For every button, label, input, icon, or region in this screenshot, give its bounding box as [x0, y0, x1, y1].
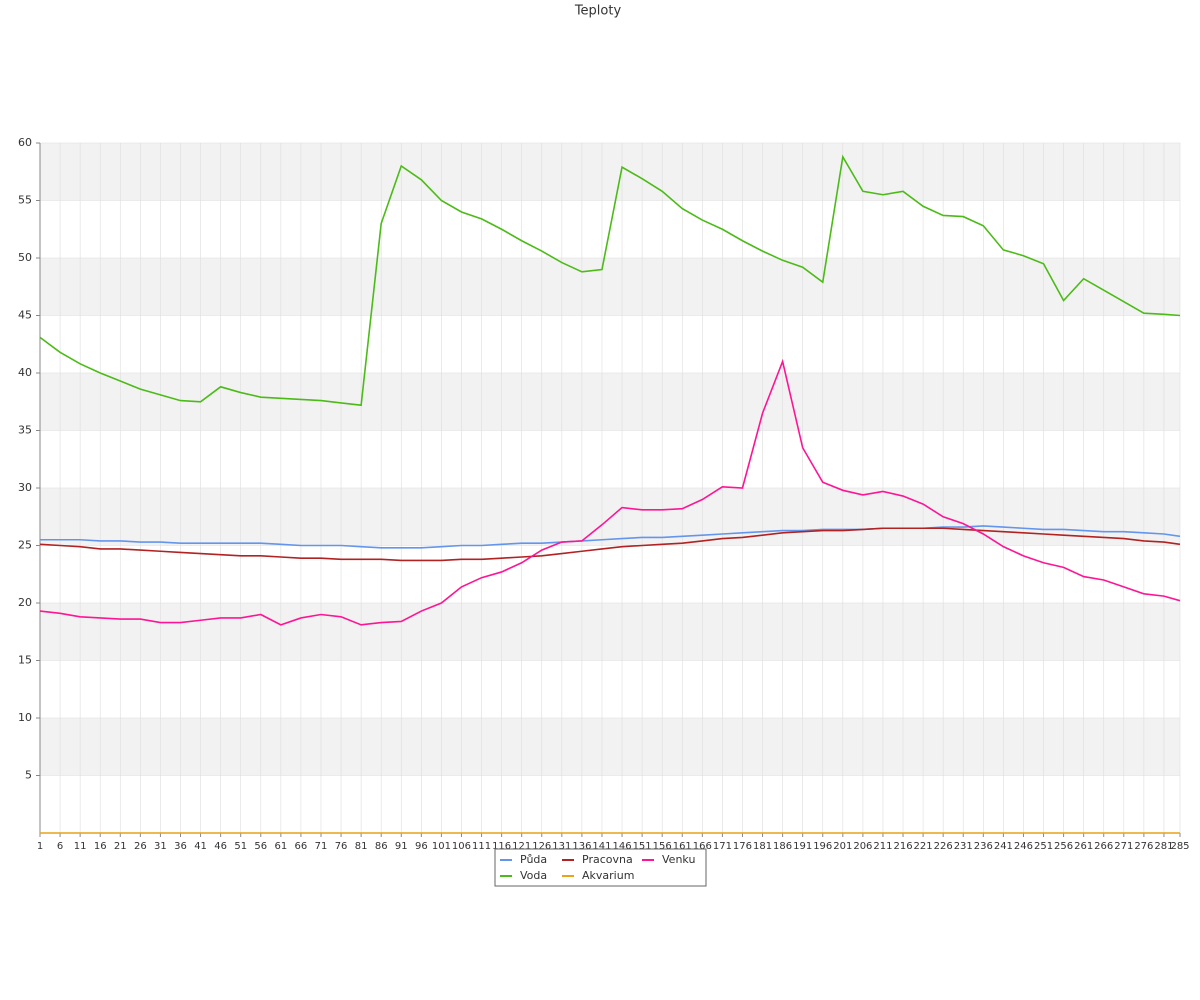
x-tick-label: 261	[1074, 841, 1093, 852]
x-tick-label: 281	[1154, 841, 1173, 852]
x-tick-label: 221	[914, 841, 933, 852]
x-tick-label: 161	[673, 841, 692, 852]
x-tick-label: 186	[773, 841, 792, 852]
grid-band	[40, 718, 1180, 776]
x-tick-label: 206	[853, 841, 872, 852]
grid-band	[40, 143, 1180, 201]
x-tick-label: 151	[633, 841, 652, 852]
x-tick-label: 101	[432, 841, 451, 852]
x-tick-label: 241	[994, 841, 1013, 852]
x-tick-label: 201	[833, 841, 852, 852]
x-tick-label: 56	[254, 841, 267, 852]
x-tick-label: 226	[934, 841, 953, 852]
y-tick-label: 45	[18, 309, 32, 322]
x-tick-label: 41	[194, 841, 207, 852]
legend-label: Půda	[520, 853, 547, 866]
x-tick-label: 211	[873, 841, 892, 852]
legend-label: Pracovna	[582, 853, 633, 866]
y-tick-label: 5	[25, 769, 32, 782]
grid-band	[40, 258, 1180, 316]
x-tick-label: 76	[335, 841, 348, 852]
x-tick-label: 146	[612, 841, 631, 852]
x-tick-label: 61	[274, 841, 287, 852]
x-tick-label: 196	[813, 841, 832, 852]
legend: Půda Pracovna Venku Voda Akvarium	[494, 848, 707, 887]
y-tick-label: 40	[18, 366, 32, 379]
legend-box	[494, 848, 707, 887]
series-line	[39, 154, 1181, 407]
x-tick-label: 71	[315, 841, 328, 852]
x-tick-label: 216	[893, 841, 912, 852]
series-line	[40, 525, 1181, 549]
chart-title: Teploty	[574, 4, 622, 19]
legend-label: Akvarium	[582, 869, 634, 882]
x-tick-label: 106	[452, 841, 471, 852]
x-tick-label: 11	[74, 841, 87, 852]
x-tick-label: 141	[592, 841, 611, 852]
y-tick-label: 10	[18, 711, 32, 724]
legend-label: Voda	[520, 869, 547, 882]
x-tick-label: 166	[693, 841, 712, 852]
y-tick-label: 25	[18, 539, 32, 552]
grid-band	[40, 603, 1180, 661]
y-tick-label: 20	[18, 596, 32, 609]
x-tick-label: 46	[214, 841, 227, 852]
y-tick-label: 35	[18, 424, 32, 437]
x-tick-label: 131	[552, 841, 571, 852]
grid-band	[40, 488, 1180, 546]
x-tick-label: 266	[1094, 841, 1113, 852]
x-tick-label: 1	[37, 841, 43, 852]
x-tick-label: 116	[492, 841, 511, 852]
x-tick-label: 236	[974, 841, 993, 852]
x-tick-label: 171	[713, 841, 732, 852]
x-tick-label: 246	[1014, 841, 1033, 852]
x-tick-label: 176	[733, 841, 752, 852]
x-tick-label: 36	[174, 841, 187, 852]
x-tick-label: 136	[572, 841, 591, 852]
x-tick-label: 21	[114, 841, 127, 852]
x-tick-label: 191	[793, 841, 812, 852]
x-tick-label: 276	[1134, 841, 1153, 852]
x-tick-label: 96	[415, 841, 428, 852]
x-tick-label: 86	[375, 841, 388, 852]
x-tick-label: 156	[653, 841, 672, 852]
y-tick-label: 15	[18, 654, 32, 667]
series-line	[39, 358, 1181, 626]
x-tick-label: 126	[532, 841, 551, 852]
x-tick-label: 256	[1054, 841, 1073, 852]
grid-band	[40, 373, 1180, 431]
x-tick-label: 51	[234, 841, 247, 852]
x-tick-label: 231	[954, 841, 973, 852]
x-tick-label: 91	[395, 841, 408, 852]
x-tick-label: 285	[1170, 841, 1189, 852]
x-tick-label: 181	[753, 841, 772, 852]
x-tick-label: 16	[94, 841, 107, 852]
x-tick-label: 31	[154, 841, 167, 852]
legend-label: Venku	[662, 853, 695, 866]
x-tick-label: 81	[355, 841, 368, 852]
y-tick-label: 30	[18, 481, 32, 494]
x-tick-label: 271	[1114, 841, 1133, 852]
x-tick-label: 66	[295, 841, 308, 852]
y-tick-label: 60	[18, 136, 32, 149]
series-line	[39, 527, 1181, 562]
x-tick-label: 6	[57, 841, 63, 852]
x-tick-label: 121	[512, 841, 531, 852]
x-tick-label: 26	[134, 841, 147, 852]
y-tick-label: 50	[18, 251, 32, 264]
x-tick-label: 251	[1034, 841, 1053, 852]
y-tick-label: 55	[18, 194, 32, 207]
x-tick-label: 111	[472, 841, 491, 852]
